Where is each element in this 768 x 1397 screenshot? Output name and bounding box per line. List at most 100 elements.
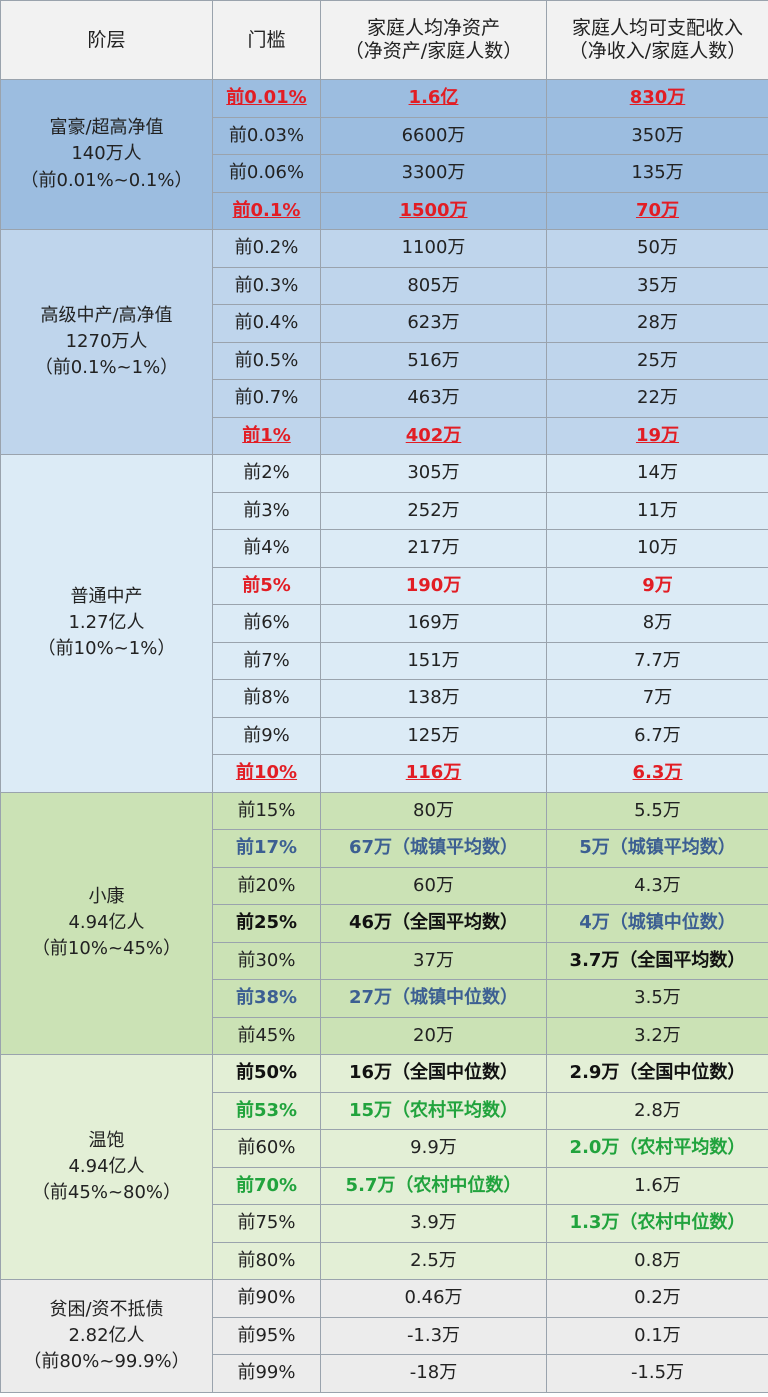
threshold-cell-text: 前80%: [237, 1249, 296, 1271]
threshold-cell-text: 前17%: [235, 837, 298, 859]
assets-cell: 20万: [320, 1016, 547, 1055]
tier-cell: 温饱 4.94亿人 （前45%~80%）: [0, 1054, 213, 1280]
income-cell-text: 70万: [635, 199, 680, 221]
table-row: 富豪/超高净值 140万人 （前0.01%~0.1%） 前0.01% 1.6亿 830万: [0, 79, 768, 230]
table-row: 前53% 15万（农村平均数） 2.8万: [1, 1091, 768, 1130]
assets-cell: 16万（全国中位数）: [320, 1054, 547, 1093]
threshold-cell: 前20%: [212, 866, 321, 905]
table-row: 前38% 27万（城镇中位数） 3.5万: [1, 979, 768, 1018]
threshold-cell: 前2%: [212, 454, 321, 493]
threshold-cell: 前30%: [212, 941, 321, 980]
assets-cell-text: 80万: [413, 799, 454, 821]
threshold-cell: 前0.06%: [212, 154, 321, 193]
assets-cell: 151万: [320, 641, 547, 680]
assets-cell-text: 138万: [407, 687, 460, 709]
threshold-cell: 前15%: [212, 791, 321, 830]
income-cell-text: 3.2万: [634, 1024, 681, 1046]
income-cell-text: 28万: [637, 312, 678, 334]
header-row: 阶层 门槛 家庭人均净资产 （净资产/家庭人数） 家庭人均可支配收入 （净收入/家庭…: [0, 0, 768, 80]
tier-name: 小康: [88, 886, 125, 908]
income-cell-text: 5.5万: [634, 799, 681, 821]
income-cell-text: 14万: [637, 462, 678, 484]
income-cell: 19万: [546, 416, 768, 455]
threshold-cell: 前9%: [212, 716, 321, 755]
income-cell-text: 0.1万: [634, 1324, 681, 1346]
income-cell-text: 6.7万: [634, 724, 681, 746]
tier-population: 1270万人: [65, 330, 148, 352]
threshold-cell: 前0.1%: [212, 191, 321, 230]
table-body: 富豪/超高净值 140万人 （前0.01%~0.1%） 前0.01% 1.6亿 830万前…: [0, 79, 768, 1393]
threshold-cell-text: 前0.1%: [232, 199, 301, 221]
income-cell: 10万: [546, 529, 768, 568]
assets-cell-text: 20万: [413, 1024, 454, 1046]
table-row: 前5% 190万 9万: [1, 566, 768, 605]
threshold-cell: 前1%: [212, 416, 321, 455]
threshold-cell-text: 前0.4%: [234, 312, 299, 334]
assets-cell-text: 2.5万: [410, 1249, 457, 1271]
assets-cell: 67万（城镇平均数）: [320, 829, 547, 868]
assets-cell: 516万: [320, 341, 547, 380]
income-cell: 9万: [546, 566, 768, 605]
table-row: 前3% 252万 11万: [1, 491, 768, 530]
threshold-cell-text: 前0.3%: [234, 274, 299, 296]
assets-cell-text: -1.3万: [406, 1324, 461, 1346]
income-cell: 1.6万: [546, 1166, 768, 1205]
threshold-cell-text: 前60%: [237, 1137, 296, 1159]
income-cell: 2.8万: [546, 1091, 768, 1130]
assets-cell: 169万: [320, 604, 547, 643]
assets-cell-text: 5.7万（农村中位数）: [345, 1174, 522, 1196]
assets-cell: 1100万: [320, 229, 547, 268]
assets-cell-text: 27万（城镇中位数）: [348, 987, 519, 1009]
income-cell: 135万: [546, 154, 768, 193]
income-cell-text: 2.0万（农村平均数）: [569, 1137, 746, 1159]
threshold-cell-text: 前0.03%: [228, 124, 305, 146]
threshold-cell: 前8%: [212, 679, 321, 718]
assets-cell: 60万: [320, 866, 547, 905]
threshold-cell: 前4%: [212, 529, 321, 568]
tier-cell: 小康 4.94亿人 （前10%~45%）: [0, 791, 213, 1055]
threshold-cell: 前80%: [212, 1241, 321, 1280]
tier-name: 普通中产: [70, 586, 143, 608]
table-row: 前0.4% 623万 28万: [1, 304, 768, 343]
threshold-cell-text: 前10%: [235, 762, 298, 784]
tier-name: 温饱: [88, 1129, 125, 1151]
income-cell-text: 4万（城镇中位数）: [579, 912, 736, 934]
threshold-cell-text: 前0.01%: [226, 87, 307, 109]
table-row: 前60% 9.9万 2.0万（农村平均数）: [1, 1129, 768, 1168]
table-row: 前45% 20万 3.2万: [1, 1016, 768, 1055]
income-cell: 0.1万: [546, 1316, 768, 1355]
threshold-cell-text: 前15%: [237, 799, 296, 821]
income-cell: 4.3万: [546, 866, 768, 905]
assets-cell: 37万: [320, 941, 547, 980]
assets-cell: 3300万: [320, 154, 547, 193]
table-row: 前1% 402万 19万: [1, 416, 768, 455]
assets-cell-text: 252万: [407, 499, 460, 521]
tier-cell: 普通中产 1.27亿人 （前10%~1%）: [0, 454, 213, 793]
income-cell-text: 7万: [642, 687, 673, 709]
income-cell: 14万: [546, 454, 768, 493]
table-row: 前0.7% 463万 22万: [1, 379, 768, 418]
threshold-cell: 前50%: [212, 1054, 321, 1093]
assets-cell: 190万: [320, 566, 547, 605]
income-cell-text: 10万: [637, 537, 678, 559]
assets-cell-text: 1500万: [399, 199, 468, 221]
header-tier: 阶层: [0, 0, 213, 80]
table-row: 前0.06% 3300万 135万: [1, 154, 768, 193]
income-cell: 22万: [546, 379, 768, 418]
table-row: 普通中产 1.27亿人 （前10%~1%） 前2% 305万 14万: [0, 454, 768, 793]
threshold-cell: 前0.01%: [212, 79, 321, 118]
income-cell: 5.5万: [546, 791, 768, 830]
income-cell: 350万: [546, 116, 768, 155]
income-cell-text: 0.8万: [634, 1249, 681, 1271]
tier-population: 1.27亿人: [68, 612, 145, 634]
threshold-cell-text: 前70%: [235, 1174, 298, 1196]
income-cell-text: 7.7万: [634, 649, 681, 671]
income-cell: 830万: [546, 79, 768, 118]
assets-cell-text: 116万: [405, 762, 462, 784]
assets-cell-text: 9.9万: [410, 1137, 457, 1159]
table-row: 前0.03% 6600万 350万: [1, 116, 768, 155]
assets-cell: 2.5万: [320, 1241, 547, 1280]
threshold-cell-text: 前1%: [242, 424, 291, 446]
assets-cell: 1.6亿: [320, 79, 547, 118]
threshold-cell: 前0.03%: [212, 116, 321, 155]
